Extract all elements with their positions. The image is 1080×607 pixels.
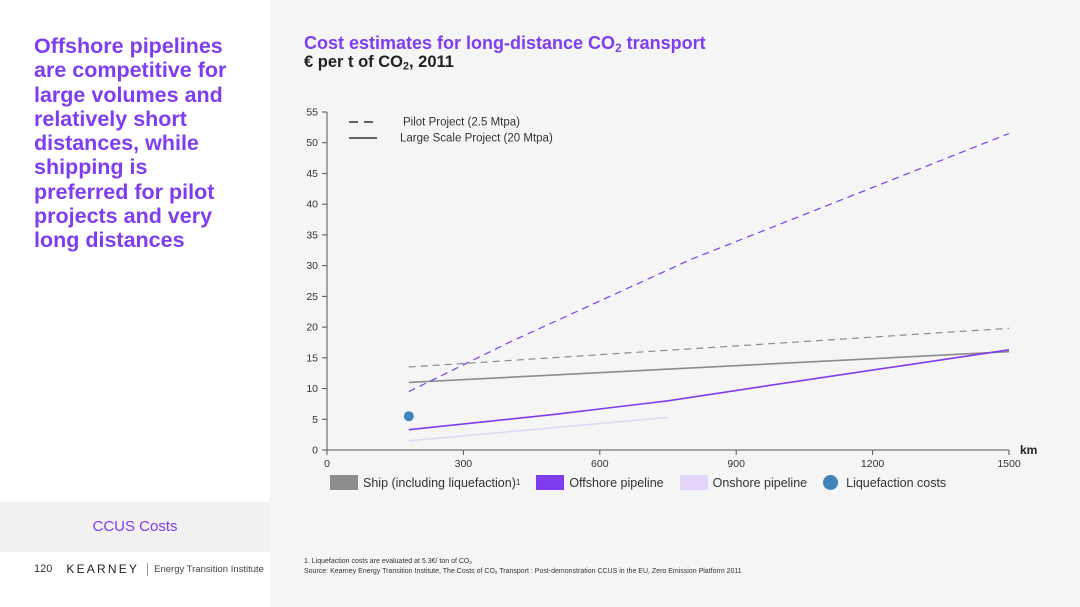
- ship-including-liquefaction-large-scale-line: [408, 350, 1010, 384]
- ship-including-liquefaction-pilot-line: [408, 327, 1010, 368]
- chart-subtitle: € per t of CO2, 2011: [304, 53, 454, 73]
- y-tick-label: 5: [312, 414, 318, 426]
- style-legend-label: Pilot Project (2.5 Mtpa): [403, 117, 520, 129]
- brand-divider: [147, 562, 149, 576]
- left-panel: Offshore pipelines are competitive for l…: [0, 0, 270, 607]
- y-tick-label: 50: [306, 137, 318, 149]
- x-axis-label: km: [1020, 443, 1037, 457]
- y-tick-label: 30: [306, 260, 318, 272]
- x-tick-label: 300: [455, 458, 473, 470]
- y-tick-label: 0: [312, 445, 318, 457]
- x-tick-label: 900: [727, 458, 745, 470]
- legend-swatch: [536, 475, 565, 490]
- y-tick-label: 25: [306, 291, 318, 303]
- footnote: 1. Liquefaction costs are evaluated at 5…: [304, 557, 742, 577]
- x-tick-label: 1500: [997, 458, 1021, 470]
- legend-label: Liquefaction costs: [846, 475, 947, 490]
- legend-label: Offshore pipeline: [569, 475, 664, 490]
- right-panel: [270, 0, 1080, 607]
- y-tick-label: 35: [306, 229, 318, 241]
- legend-swatch: [679, 475, 708, 490]
- style-legend-label: Large Scale Project (20 Mtpa): [400, 133, 553, 145]
- page-number: 120: [34, 563, 53, 575]
- legend-item: Ship (including liquefaction) 1: [330, 475, 520, 490]
- y-tick-label: 15: [306, 352, 318, 364]
- y-tick-label: 55: [306, 107, 318, 119]
- y-tick-label: 45: [306, 168, 318, 180]
- brand-subtitle: Energy Transition Institute: [154, 563, 264, 575]
- footnote-source: Source: Kearney Energy Transition Instit…: [304, 568, 742, 576]
- headline: Offshore pipelines are competitive for l…: [34, 34, 227, 253]
- legend-label: Ship (including liquefaction): [363, 475, 516, 490]
- legend-swatch: [823, 475, 839, 490]
- x-tick-label: 0: [324, 458, 330, 470]
- offshore-pipeline-large-scale-line: [408, 349, 1010, 431]
- chart-title: Cost estimates for long-distance CO2 tra…: [304, 33, 706, 55]
- footnote-line-1: 1. Liquefaction costs are evaluated at 5…: [304, 558, 472, 566]
- legend-swatch: [330, 475, 358, 490]
- y-tick-label: 20: [306, 322, 318, 334]
- footer: 120 KEARNEY Energy Transition Institute: [34, 562, 264, 576]
- y-tick-label: 10: [306, 383, 318, 395]
- y-tick-label: 40: [306, 199, 318, 211]
- legend-item: Onshore pipeline: [679, 475, 808, 490]
- section-band: [0, 502, 270, 552]
- legend-label: Onshore pipeline: [712, 475, 808, 490]
- x-tick-label: 600: [591, 458, 609, 470]
- section-label[interactable]: CCUS Costs: [92, 518, 178, 535]
- legend-item: Liquefaction costs: [823, 475, 946, 490]
- legend-footnote-marker: 1: [515, 478, 521, 487]
- chart-legend: Ship (including liquefaction) 1 Offshore p…: [330, 475, 962, 490]
- offshore-pipeline-pilot-line: [408, 132, 1010, 393]
- brand-logo: KEARNEY: [66, 562, 140, 576]
- liquefaction-cost-point: [403, 411, 414, 422]
- x-tick-label: 1200: [861, 458, 885, 470]
- legend-item: Offshore pipeline: [536, 475, 664, 490]
- onshore-pipeline-large-scale-line: [408, 416, 669, 442]
